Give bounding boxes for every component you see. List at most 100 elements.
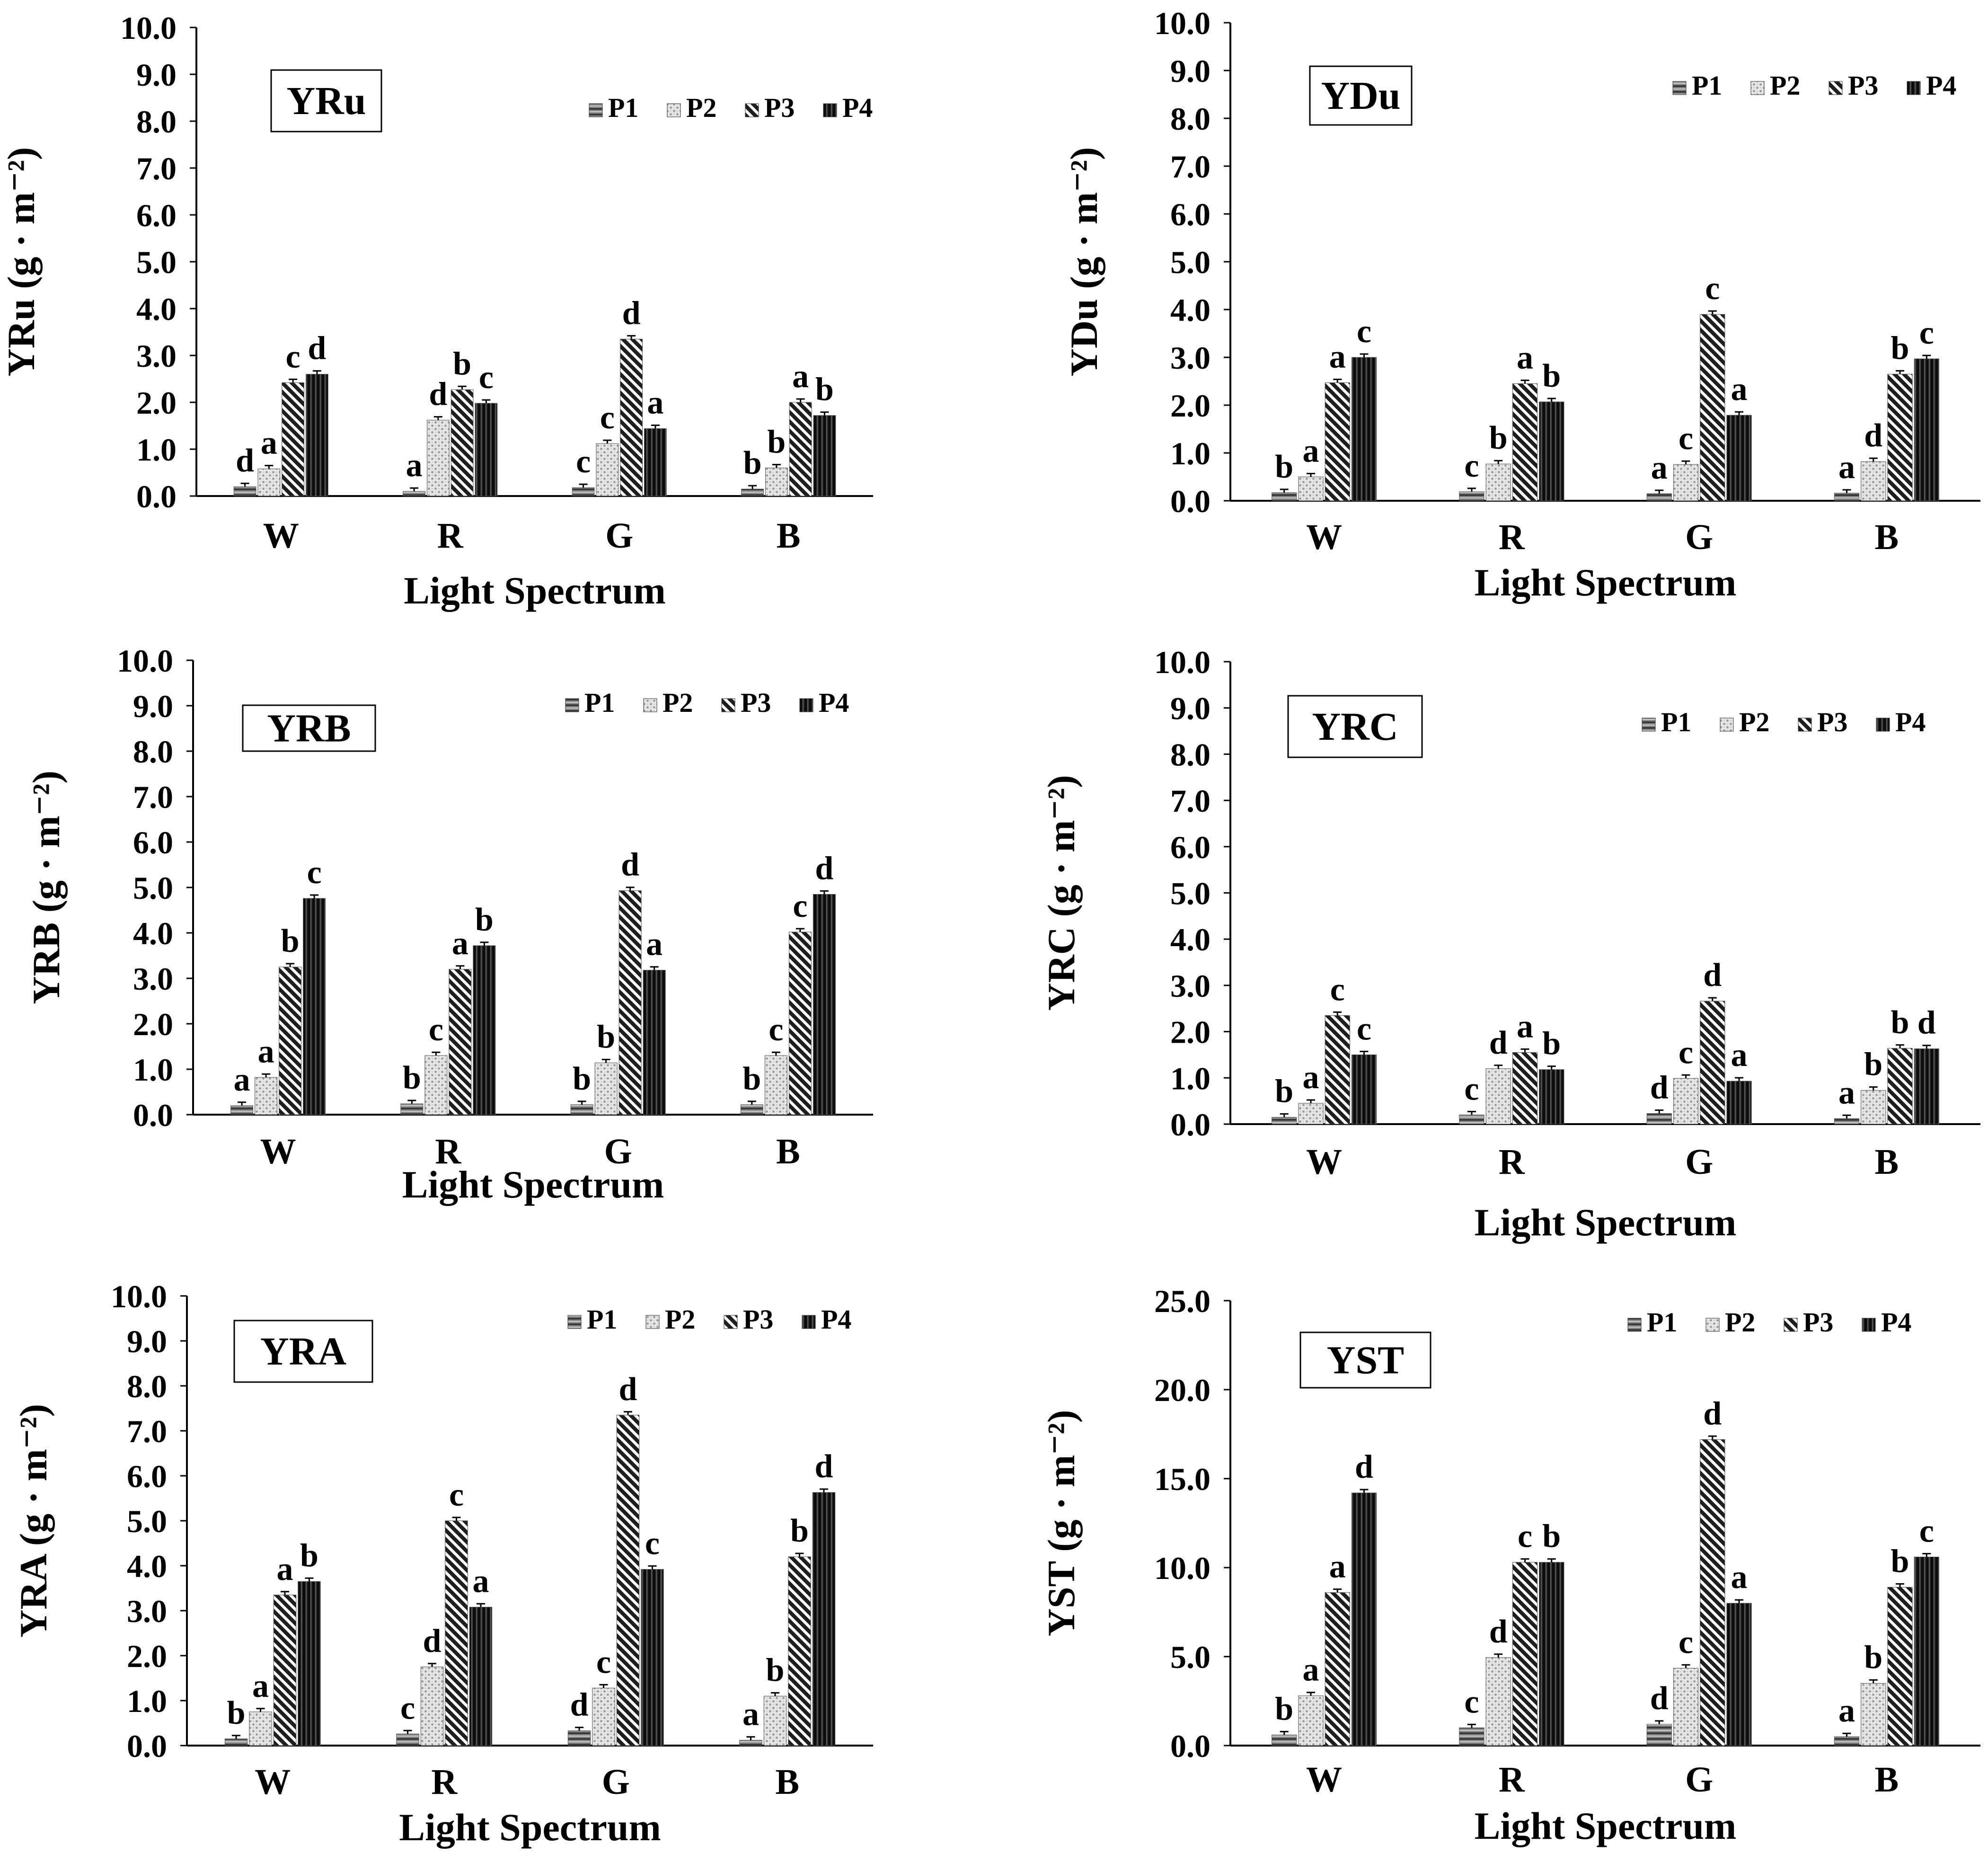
significance-letter: b	[1864, 1046, 1882, 1083]
panel-label-box	[233, 1320, 373, 1383]
significance-letter: a	[1838, 1074, 1855, 1111]
y-tick-label: 1.0	[133, 1052, 173, 1088]
bar-p2-w	[1298, 1103, 1324, 1125]
significance-letter: a	[276, 1551, 293, 1587]
significance-letter: d	[815, 850, 833, 887]
y-tick-label: 9.0	[1170, 691, 1210, 727]
significance-letter: c	[1919, 1513, 1934, 1549]
y-tick-label: 0.0	[1170, 1728, 1210, 1764]
legend-label-p1: P1	[584, 687, 615, 718]
panel-label-box	[1309, 65, 1413, 126]
bar-p4-b	[813, 415, 836, 497]
bar-p3-r	[445, 1520, 468, 1746]
bar-p1-r	[396, 1733, 419, 1746]
bar-p2-w	[255, 1077, 278, 1115]
significance-letter: b	[453, 346, 471, 382]
significance-letter: c	[645, 1525, 660, 1562]
legend-label-p2: P2	[1725, 1307, 1755, 1338]
legend-swatch-p2	[643, 698, 657, 712]
y-axis-title: YRB (g · m⁻²)	[25, 771, 68, 1004]
y-tick-label: 5.0	[1170, 244, 1210, 280]
significance-letter: b	[815, 372, 834, 408]
y-tick-label: 7.0	[133, 779, 173, 815]
y-tick-label: 5.0	[136, 244, 177, 280]
y-axis-title: YST (g · m⁻²)	[1040, 1410, 1083, 1637]
x-axis-title: Light Spectrum	[1475, 561, 1737, 604]
significance-letter: b	[742, 1061, 761, 1097]
y-tick-label: 25.0	[1154, 1283, 1210, 1319]
legend-label-p2: P2	[665, 1304, 695, 1335]
significance-letter: b	[1542, 1518, 1561, 1555]
bar-p2-b	[765, 468, 788, 497]
legend-label-p2: P2	[686, 92, 716, 123]
x-tick-label-r: R	[1499, 1142, 1525, 1182]
bar-p1-b	[739, 1740, 762, 1746]
x-tick-label-b: B	[1875, 517, 1899, 557]
x-axis-title: Light Spectrum	[399, 1806, 661, 1849]
y-tick-label: 10.0	[120, 10, 177, 46]
significance-letter: b	[1542, 1026, 1561, 1062]
bar-p2-r	[424, 1055, 448, 1115]
x-tick-label-w: W	[255, 1762, 291, 1802]
x-tick-label-w: W	[1306, 1760, 1342, 1800]
significance-letter: d	[1650, 1680, 1669, 1717]
bar-p3-r	[1512, 1052, 1538, 1125]
y-tick-label: 3.0	[136, 338, 177, 374]
bar-p4-r	[1539, 401, 1564, 501]
y-tick-label: 7.0	[1170, 149, 1210, 185]
legend-swatch-p4	[802, 1315, 816, 1329]
x-tick-label-g: G	[602, 1762, 630, 1802]
x-tick-label-w: W	[260, 1132, 296, 1171]
legend-label-p1: P1	[587, 1304, 617, 1335]
bar-p1-w	[1272, 1734, 1297, 1746]
bar-p1-g	[572, 487, 595, 497]
bar-p3-g	[618, 890, 642, 1115]
significance-letter: a	[1302, 1059, 1319, 1096]
bar-p1-b	[741, 488, 764, 497]
y-tick-label: 2.0	[127, 1638, 167, 1674]
legend-swatch-p3	[745, 103, 759, 117]
panel-label: YRB	[267, 707, 351, 751]
significance-letter: d	[814, 1448, 833, 1485]
significance-letter: b	[1275, 1691, 1293, 1727]
y-tick-label: 6.0	[127, 1458, 167, 1494]
legend-label-p1: P1	[1647, 1307, 1677, 1338]
significance-letter: d	[1917, 1005, 1936, 1041]
significance-letter: a	[258, 1033, 274, 1070]
legend-swatch-p2	[1705, 1318, 1720, 1332]
y-axis-title: YRC (g · m⁻²)	[1040, 775, 1083, 1011]
bar-p3-b	[788, 1556, 811, 1746]
y-tick-label: 9.0	[133, 688, 173, 724]
bar-p3-b	[1887, 1587, 1913, 1746]
bar-p3-w	[1325, 382, 1350, 501]
legend-label-p1: P1	[1692, 70, 1722, 101]
y-tick-label: 8.0	[133, 734, 173, 770]
legend-label-p2: P2	[1739, 707, 1769, 737]
bar-p2-w	[249, 1711, 272, 1746]
bar-p4-w	[1351, 1492, 1377, 1746]
significance-letter: b	[767, 424, 786, 461]
bar-p1-r	[400, 1103, 424, 1115]
bar-p2-r	[420, 1667, 444, 1746]
significance-letter: d	[236, 443, 254, 479]
bar-p2-r	[1485, 1657, 1511, 1746]
y-tick-label: 0.0	[1170, 1107, 1210, 1143]
y-tick-label: 1.0	[127, 1683, 167, 1719]
significance-letter: a	[1731, 371, 1748, 408]
bar-p4-r	[475, 403, 498, 497]
panel-label: YRu	[286, 79, 366, 123]
bar-p1-g	[1646, 1724, 1672, 1746]
bar-p1-b	[740, 1104, 763, 1115]
bar-p1-g	[570, 1104, 593, 1115]
chart-panel-yra: 0.0 1.0 2.0 3.0 4.0 5.0 6.0 7.0 8.0 9.0 10.0 YRA (g…	[12, 1278, 873, 1849]
y-tick-label: 1.0	[136, 432, 177, 468]
bar-p4-r	[469, 1606, 493, 1746]
y-tick-label: 5.0	[1170, 1639, 1210, 1675]
y-tick-label: 0.0	[133, 1097, 173, 1133]
bar-p3-b	[1887, 373, 1913, 501]
y-tick-label: 20.0	[1154, 1372, 1210, 1408]
bar-p2-b	[764, 1055, 787, 1115]
significance-letter: a	[1517, 1009, 1533, 1045]
bar-p3-r	[449, 969, 472, 1115]
